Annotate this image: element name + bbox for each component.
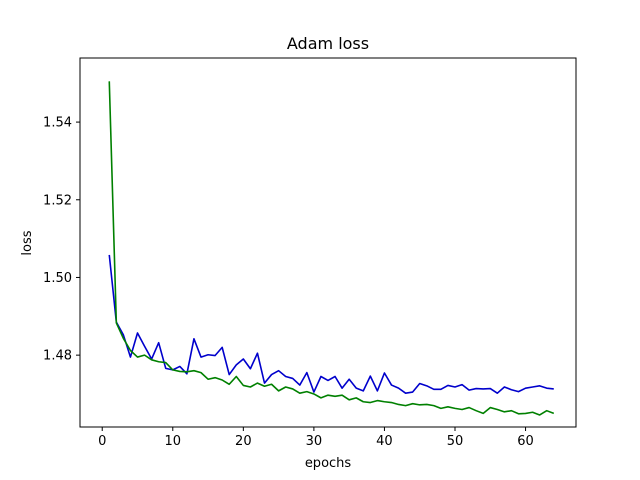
y-tick-label: 1.52: [43, 193, 72, 208]
x-tick-label: 60: [517, 434, 534, 449]
plot-frame: [79, 57, 577, 428]
x-axis-label: epochs: [305, 456, 352, 471]
chart-title: Adam loss: [287, 34, 369, 53]
x-tick-label: 10: [165, 434, 182, 449]
series-line-1: [108, 254, 554, 395]
y-axis-ticks: 1.48 1.50 1.52 1.54: [43, 116, 80, 364]
x-tick-label: 40: [376, 434, 393, 449]
plot-content: [108, 81, 555, 416]
y-tick-label: 1.54: [43, 116, 72, 131]
x-tick-label: 20: [235, 434, 252, 449]
series-line-2: [108, 81, 555, 416]
y-tick-label: 1.48: [43, 349, 72, 364]
x-tick-label: 30: [306, 434, 323, 449]
x-tick-label: 50: [447, 434, 464, 449]
x-axis-ticks: 0 10 20 30 40 50 60: [98, 427, 534, 449]
y-axis-label: loss: [20, 230, 35, 255]
y-tick-label: 1.50: [43, 271, 72, 286]
x-tick-label: 0: [98, 434, 106, 449]
